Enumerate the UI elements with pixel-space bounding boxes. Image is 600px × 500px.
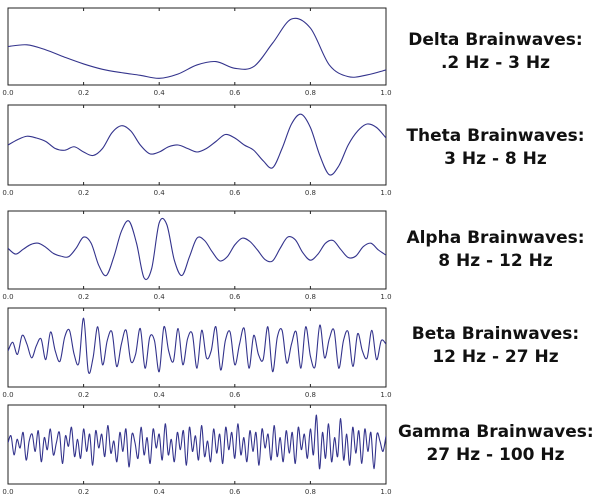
theta-x-tick-label: 0.8 [305,189,316,197]
delta-chart: 0.0 0.2 0.4 0.6 0.8 1.0 [2,7,392,97]
alpha-label: Alpha Brainwaves: 8 Hz - 12 Hz [398,227,593,273]
alpha-x-tick-label: 1.0 [380,293,391,301]
gamma-x-tick-label: 0.2 [78,488,89,496]
delta-x-tick-label: 0.0 [2,89,13,97]
theta-x-tick-label: 0.6 [229,189,241,197]
gamma-x-tick-label: 1.0 [380,488,391,496]
beta-label: Beta Brainwaves: 12 Hz - 27 Hz [398,323,593,369]
delta-x-tick-label: 0.6 [229,89,241,97]
gamma-chart: 0.0 0.2 0.4 0.6 0.8 1.0 [2,404,392,496]
beta-plot-frame [7,307,387,388]
gamma-x-tick-label: 0.8 [305,488,316,496]
theta-x-tick-label: 0.0 [2,189,13,197]
alpha-label-name: Alpha Brainwaves: [406,228,585,248]
delta-series-line [8,17,386,79]
theta-x-tick-label: 1.0 [380,189,391,197]
alpha-label-range: 8 Hz - 12 Hz [438,251,553,271]
delta-x-tick-label: 1.0 [380,89,391,97]
theta-plot-frame [7,104,387,186]
beta-x-tick-label: 0.0 [2,391,13,399]
delta-x-tick-label: 0.4 [154,89,166,97]
theta-x-tick-label: 0.4 [154,189,166,197]
delta-plot-frame [7,7,387,86]
gamma-x-tick-label: 0.0 [2,488,13,496]
delta-label: Delta Brainwaves: .2 Hz - 3 Hz [398,29,593,75]
alpha-x-tick-label: 0.2 [78,293,89,301]
delta-label-range: .2 Hz - 3 Hz [440,53,551,73]
gamma-label: Gamma Brainwaves: 27 Hz - 100 Hz [398,421,594,467]
theta-x-tick-label: 0.2 [78,189,89,197]
beta-series-line [8,317,386,374]
alpha-x-tick-label: 0.0 [2,293,13,301]
alpha-x-tick-label: 0.6 [229,293,241,301]
beta-x-tick-label: 0.6 [229,391,241,399]
delta-x-tick-label: 0.2 [78,89,89,97]
beta-x-tick-label: 0.8 [305,391,316,399]
gamma-label-range: 27 Hz - 100 Hz [426,445,565,465]
theta-label-name: Theta Brainwaves: [406,126,585,146]
beta-label-name: Beta Brainwaves: [411,324,580,344]
beta-x-tick-label: 0.4 [154,391,166,399]
beta-x-tick-label: 1.0 [380,391,391,399]
alpha-chart: 0.0 0.2 0.4 0.6 0.8 1.0 [2,210,392,301]
theta-label: Theta Brainwaves: 3 Hz - 8 Hz [398,125,593,171]
alpha-x-tick-label: 0.4 [154,293,166,301]
delta-x-tick-label: 0.8 [305,89,316,97]
beta-label-range: 12 Hz - 27 Hz [432,347,559,367]
theta-series-line [8,113,386,176]
delta-label-name: Delta Brainwaves: [408,30,583,50]
theta-label-range: 3 Hz - 8 Hz [444,149,547,169]
alpha-plot-frame [7,210,387,290]
alpha-series-line [8,217,386,281]
gamma-label-name: Gamma Brainwaves: [398,422,594,442]
gamma-x-tick-label: 0.6 [229,488,241,496]
beta-x-tick-label: 0.2 [78,391,89,399]
theta-chart: 0.0 0.2 0.4 0.6 0.8 1.0 [2,104,392,197]
gamma-series-line [8,414,386,470]
beta-chart: 0.0 0.2 0.4 0.6 0.8 1.0 [2,307,392,399]
alpha-x-tick-label: 0.8 [305,293,316,301]
gamma-x-tick-label: 0.4 [154,488,166,496]
